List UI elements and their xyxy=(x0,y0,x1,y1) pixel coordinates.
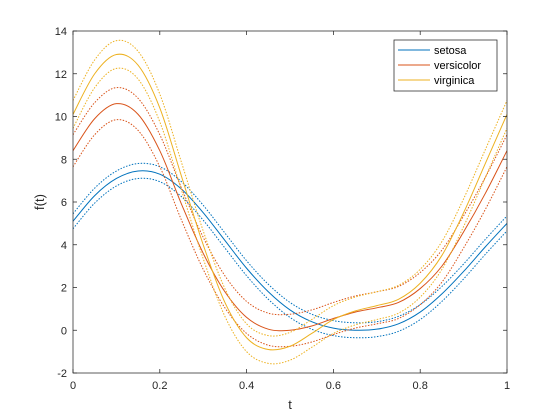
legend-label-virginica: virginica xyxy=(434,75,475,87)
y-tick-label: 8 xyxy=(61,154,67,166)
series-setosa-line xyxy=(73,170,507,331)
series-virginica-lower-bound xyxy=(73,67,507,365)
y-tick-label: -2 xyxy=(57,368,67,380)
series-setosa xyxy=(73,162,507,339)
x-axis-label: t xyxy=(288,397,292,412)
series-virginica-upper-bound xyxy=(73,39,507,337)
legend: setosa versicolor virginica xyxy=(393,39,498,92)
series-virginica xyxy=(73,39,507,365)
y-tick-label: 6 xyxy=(61,197,67,209)
series-versicolor-line xyxy=(73,103,507,332)
x-tick-label: 0.6 xyxy=(326,380,341,392)
x-tick-label: 0.2 xyxy=(152,380,167,392)
y-tick-label: 12 xyxy=(55,69,67,81)
y-tick-label: 2 xyxy=(61,283,67,295)
series-setosa-lower-bound xyxy=(73,177,507,339)
y-tick-label: 14 xyxy=(55,26,67,38)
legend-label-setosa: setosa xyxy=(434,45,467,57)
legend-label-versicolor: versicolor xyxy=(434,60,481,72)
series-virginica-line xyxy=(73,53,507,351)
series-versicolor-upper-bound xyxy=(73,87,507,316)
series-setosa-upper-bound xyxy=(73,162,507,324)
y-axis-label: f(t) xyxy=(32,194,47,210)
x-tick-label: 1 xyxy=(504,380,510,392)
series-layer xyxy=(73,39,507,365)
x-tick-label: 0 xyxy=(70,380,76,392)
y-tick-label: 4 xyxy=(61,240,67,252)
y-tick-label: 10 xyxy=(55,112,67,124)
x-tick-label: 0.8 xyxy=(413,380,428,392)
y-tick-label: 0 xyxy=(61,325,67,337)
x-tick-label: 0.4 xyxy=(239,380,254,392)
